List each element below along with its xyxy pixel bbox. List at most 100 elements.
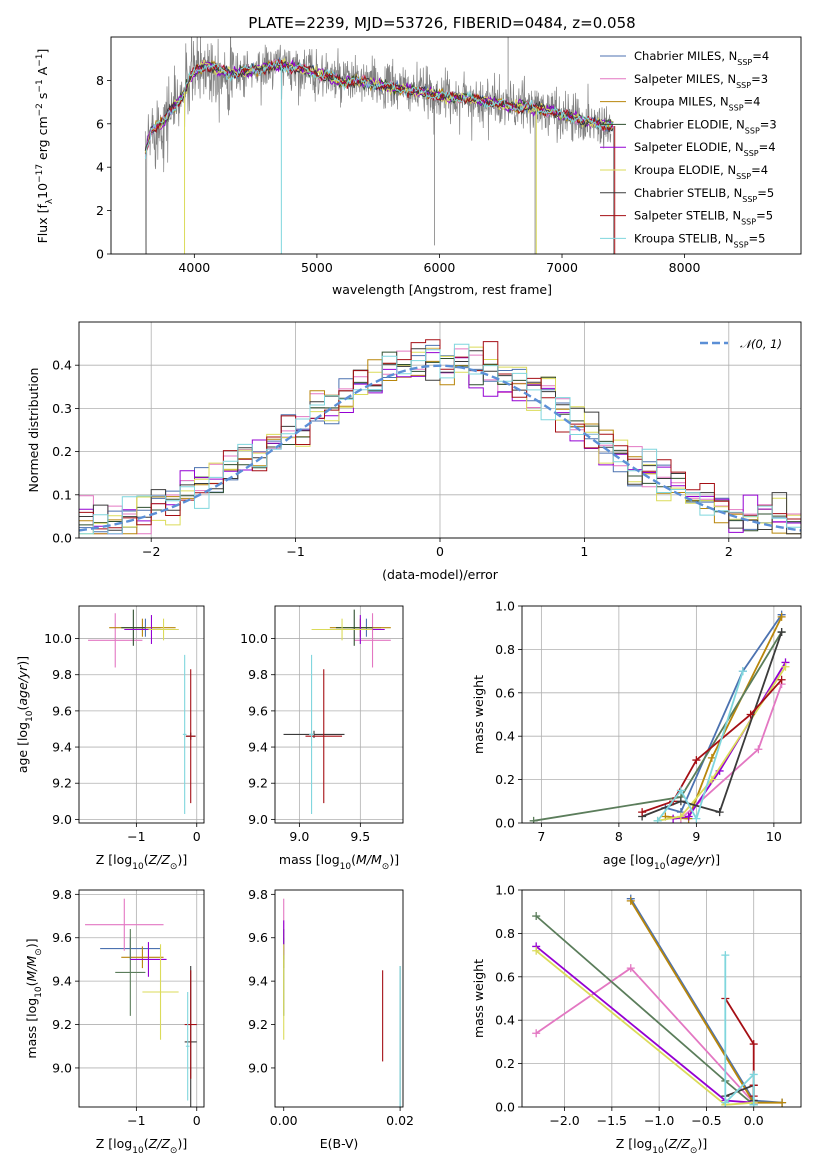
y-tick-label: 9.6: [52, 930, 72, 945]
weight-marker: [532, 1029, 541, 1038]
x-axis-label: (data-model)/error: [382, 567, 499, 582]
y-tick-label: 0.4: [52, 358, 72, 373]
weight-marker: [653, 816, 662, 823]
weight-marker: [754, 745, 763, 754]
weight-marker: [777, 675, 786, 684]
y-tick-label: 8: [96, 73, 104, 88]
y-tick-label: 9.6: [52, 703, 72, 718]
y-tick-label: 9.8: [248, 887, 268, 902]
axes-frame: [78, 605, 205, 824]
y-tick-label: 0.1: [52, 487, 72, 502]
y-tick-label: 4: [96, 160, 104, 175]
y-tick-label: 0.2: [495, 1056, 515, 1071]
x-tick-label: 0: [436, 544, 444, 559]
plot-area: [85, 898, 197, 1107]
legend-label: Kroupa ELODIE, NSSP=4: [634, 163, 768, 181]
weight-marker: [715, 808, 724, 817]
y-tick-label: 2: [96, 203, 104, 218]
weight-marker: [781, 662, 790, 671]
y-tick-label: 9.6: [248, 930, 268, 945]
y-tick-label: 9.2: [248, 1017, 268, 1032]
plot-area: [88, 609, 196, 814]
weight-marker: [692, 756, 701, 765]
y-tick-label: 0.4: [495, 729, 515, 744]
panel-age_vs_Z: −1 0 9.0 9.2 9.4 9.6 9.8 10.0: [44, 605, 205, 844]
weight-marker: [626, 964, 635, 973]
y-tick-label: 0: [96, 247, 104, 262]
y-tick-label: 0.2: [495, 772, 515, 787]
x-tick-label: 8000: [669, 260, 701, 275]
y-tick-label: 9.2: [52, 776, 72, 791]
plot-area: [283, 898, 401, 1107]
weight-marker: [746, 710, 755, 719]
legend-label: Kroupa MILES, NSSP=4: [634, 95, 760, 113]
panel-mass_vs_Z: −1 0 9.0 9.2 9.4 9.6 9.8: [52, 887, 205, 1128]
histogram-2: [79, 359, 801, 535]
y-tick-label: 9.0: [52, 1060, 72, 1075]
x-tick-label: −1.0: [644, 1113, 674, 1128]
y-tick-label: 9.2: [248, 776, 268, 791]
weight-line-5: [657, 666, 787, 822]
x-tick-label: −1: [286, 544, 304, 559]
x-tick-label: 5000: [301, 260, 333, 275]
y-tick-label: 0.8: [495, 642, 515, 657]
y-tick-label: 1.0: [495, 883, 515, 898]
y-tick-label: 1.0: [495, 599, 515, 614]
legend-label: Chabrier STELIB, NSSP=5: [634, 186, 774, 204]
x-axis-label: wavelength [Angstrom, rest frame]: [332, 282, 552, 297]
axes-frame: [274, 889, 404, 1108]
y-tick-label: 9.6: [248, 703, 268, 718]
weight-marker: [778, 1098, 787, 1107]
x-tick-label: 0.00: [270, 1113, 298, 1128]
legend-label: Salpeter ELODIE, NSSP=4: [634, 140, 776, 158]
x-tick-label: −2: [142, 544, 160, 559]
weight-marker: [684, 812, 693, 821]
weight-marker: [676, 786, 685, 795]
weight-marker: [721, 1098, 730, 1107]
x-axis-label: mass [log10(M/M⊙)]: [279, 852, 399, 872]
y-tick-label: 9.0: [248, 812, 268, 827]
model-line-8: [144, 60, 614, 159]
legend: Chabrier MILES, NSSP=4 Salpeter MILES, NS…: [600, 49, 777, 249]
weight-marker: [738, 667, 747, 676]
y-tick-label: 0.0: [52, 531, 72, 546]
weight-marker: [749, 1070, 758, 1079]
observed-spectrum: [144, 37, 612, 254]
y-tick-label: 9.8: [248, 667, 268, 682]
y-axis-label: age [log10(age/yr)]: [15, 656, 35, 773]
x-tick-label: 2: [725, 544, 733, 559]
y-tick-label: 0.8: [495, 926, 515, 941]
weight-marker: [638, 808, 647, 817]
legend-label: Chabrier ELODIE, NSSP=3: [634, 117, 777, 135]
weight-marker: [529, 816, 538, 823]
legend-label: Salpeter STELIB, NSSP=5: [634, 209, 773, 227]
histogram-7: [79, 339, 801, 531]
weight-marker: [777, 612, 786, 621]
normal-curve: [79, 364, 801, 532]
weight-line-8: [656, 670, 744, 822]
weight-marker: [532, 912, 541, 921]
plot-area: [532, 894, 787, 1107]
legend-label: Chabrier MILES, NSSP=4: [634, 49, 769, 67]
x-tick-label: 10: [766, 829, 782, 844]
axes-frame: [274, 605, 404, 824]
x-axis-label: age [log10(age/yr)]: [603, 852, 720, 872]
panel-spectrum: 4000 5000 6000 7000 8000 0 2 4 6 8: [96, 36, 802, 275]
axes-frame: [521, 605, 802, 824]
weight-marker: [676, 797, 685, 806]
weight-marker: [532, 946, 541, 955]
y-tick-label: 0.3: [52, 401, 72, 416]
x-tick-label: 7: [537, 829, 545, 844]
y-tick-label: 9.0: [248, 1060, 268, 1075]
panel-weight_vs_Z: −2.0 −1.5 −1.0 −0.5 0.0 0.0 0.2 0.4 0.6 0.8 1.0: [495, 883, 802, 1128]
weight-marker: [707, 753, 716, 762]
y-tick-label: 10.0: [240, 631, 268, 646]
x-tick-label: 4000: [178, 260, 210, 275]
panel-residuals: −2 −1 0 1 2 0.0 0.1 0.2 0.3 0.4: [52, 321, 802, 559]
x-tick-label: 7000: [546, 260, 578, 275]
y-tick-label: 9.2: [52, 1017, 72, 1032]
y-tick-label: 6: [96, 116, 104, 131]
plot-area: [79, 339, 801, 535]
axes-frame: [521, 889, 802, 1108]
